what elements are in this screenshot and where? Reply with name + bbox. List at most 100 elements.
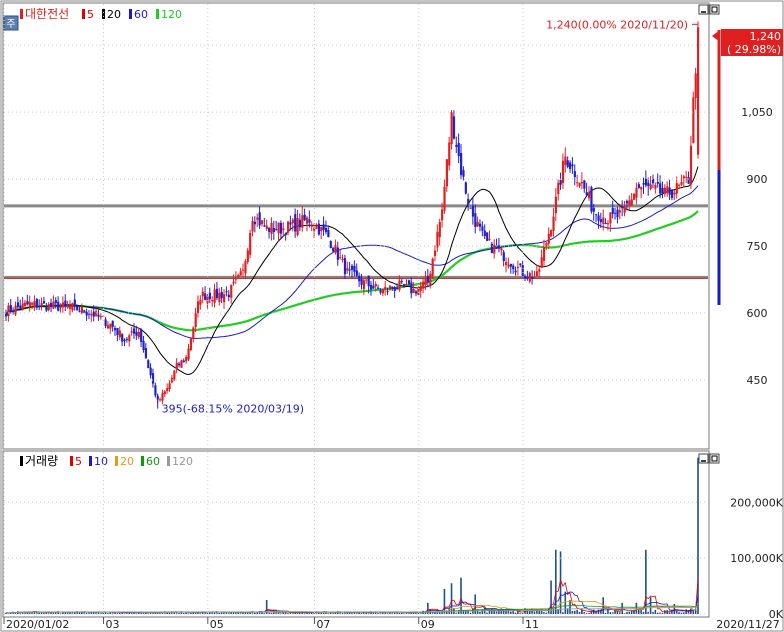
candle-body [410, 282, 413, 294]
volume-bar [7, 612, 10, 614]
candle-body [303, 214, 306, 221]
volume-bar [270, 612, 273, 614]
volume-bar [512, 611, 514, 614]
candle-body [237, 274, 240, 278]
volume-bar [374, 611, 377, 614]
volume-bar [251, 611, 254, 614]
volume-bar [455, 612, 458, 614]
volume-bar [40, 612, 43, 614]
candle-body [324, 227, 328, 232]
candle-body [232, 281, 235, 284]
volume-bar [538, 610, 541, 614]
candle-body [45, 307, 48, 311]
candle-body [663, 187, 667, 194]
volume-bar [327, 612, 330, 614]
volume-bar [47, 611, 50, 614]
legend-marker [167, 456, 170, 466]
candle-body [490, 243, 494, 253]
volume-bar [301, 612, 304, 614]
candle-body [353, 265, 356, 272]
volume-bar [441, 612, 443, 614]
candle-body [64, 300, 67, 306]
low-annotation-label: 395(-68.15% 2020/03/19) [162, 403, 304, 416]
candle-body [564, 156, 567, 165]
candle-body [488, 238, 491, 240]
volume-bar [379, 611, 382, 614]
candle-body [462, 170, 465, 177]
candle-body [545, 243, 548, 246]
candle-body [471, 205, 475, 217]
candle-body [50, 302, 53, 307]
volume-bar [242, 611, 244, 614]
candle-body [407, 280, 411, 285]
candle-body [35, 298, 39, 308]
candle-body [587, 192, 591, 199]
candle-body [547, 233, 550, 244]
candle-body [317, 223, 321, 235]
candle-body [495, 245, 498, 249]
volume-bar [609, 612, 612, 614]
volume-bar [199, 612, 202, 614]
candle-body [125, 338, 129, 340]
candle-body [33, 301, 36, 307]
candle-body [649, 184, 652, 189]
volume-bar [209, 611, 211, 614]
candle-body [644, 178, 648, 186]
volume-bar [588, 612, 590, 614]
candle-body [149, 367, 152, 376]
candle-body [576, 182, 579, 184]
candle-body [386, 290, 389, 292]
candle-body [391, 286, 394, 289]
candle-body [163, 391, 166, 395]
candle-body [106, 325, 110, 329]
candle-body [599, 219, 603, 223]
volume-bar [346, 612, 349, 614]
volume-bar [36, 612, 38, 614]
volume-bar [571, 610, 574, 614]
candle-body [47, 303, 50, 310]
volume-bar [33, 611, 36, 614]
candle-body [526, 277, 529, 279]
candle-body [554, 196, 558, 214]
candle-body [320, 226, 323, 232]
candle-body [140, 329, 143, 342]
volume-bar [291, 612, 294, 614]
volume-bar [192, 612, 195, 614]
volume-bar [545, 612, 548, 614]
volume-bar [254, 612, 256, 614]
candle-body [367, 275, 370, 287]
period-toggle-button[interactable]: 주 [3, 15, 19, 31]
volume-bar [680, 612, 683, 614]
candle-body [585, 192, 588, 196]
volume-bar [540, 609, 543, 614]
volume-bar [121, 612, 123, 614]
candle-body [175, 362, 178, 370]
x-tick-label: 11 [525, 618, 539, 631]
volume-bar [555, 549, 557, 614]
volume-tick-label: 0K [769, 608, 784, 621]
candle-body [329, 241, 332, 248]
volume-bar [630, 611, 633, 614]
candle-body [332, 247, 335, 252]
volume-pane-minimize-button[interactable] [698, 453, 709, 464]
volume-bar [81, 612, 83, 614]
candle-body [630, 199, 633, 206]
volume-bar [552, 608, 555, 614]
volume-bar [118, 612, 121, 614]
candle-body [405, 284, 408, 286]
candle-body [166, 387, 169, 391]
volume-pane-maximize-button[interactable] [709, 453, 720, 464]
price-pane-minimize-button[interactable] [698, 4, 709, 15]
candle-body [509, 263, 512, 267]
volume-bar [197, 611, 199, 614]
volume-bar [637, 609, 640, 614]
price-pane-maximize-button[interactable] [709, 4, 720, 15]
volume-bar [130, 611, 133, 614]
volume-bar [531, 608, 533, 614]
volume-bar [24, 611, 26, 614]
volume-bar [365, 612, 368, 614]
candle-body [71, 303, 74, 311]
candle-body [694, 73, 697, 99]
candle-body [531, 277, 534, 279]
volume-bar [318, 611, 320, 614]
